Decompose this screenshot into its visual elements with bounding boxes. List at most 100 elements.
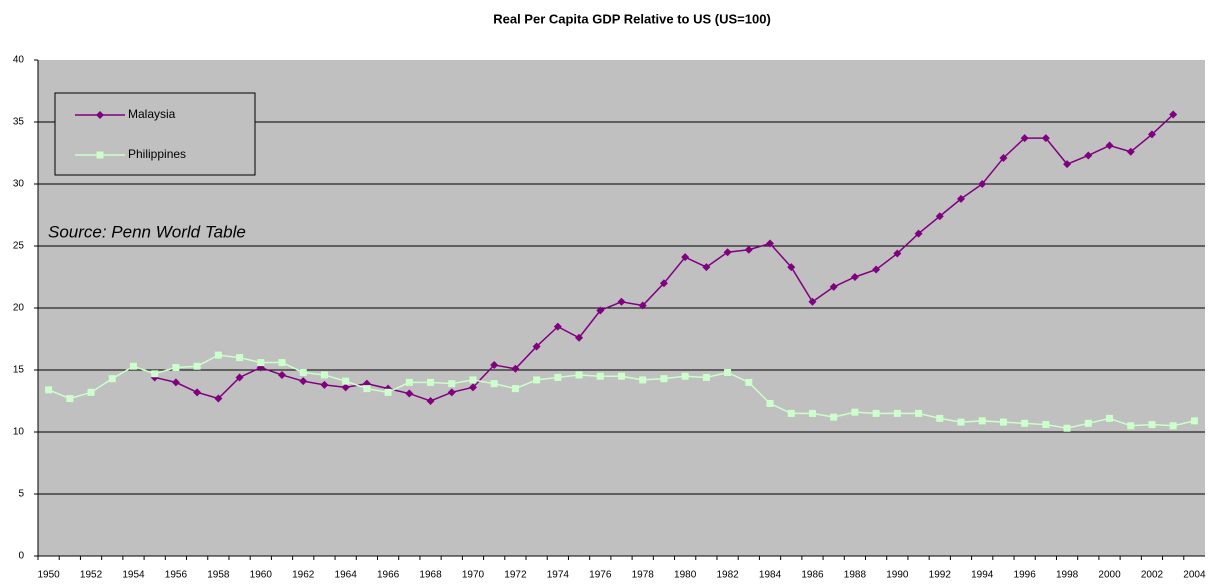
point [320,371,328,379]
point [278,370,287,379]
point [1148,421,1156,429]
point [172,364,180,372]
x-tick-label: 1972 [504,570,527,581]
point [724,368,732,376]
point [830,413,838,421]
x-tick-label: 1978 [632,570,655,581]
point [978,417,986,425]
point [533,376,541,384]
point [193,362,201,370]
legend-marker [96,151,104,159]
point [151,370,159,378]
point [405,389,414,398]
point [702,263,711,272]
legend-label: Philippines [128,147,186,161]
point [702,373,710,381]
x-tick-label: 1954 [122,570,145,581]
point [850,273,859,281]
point [1084,419,1092,427]
y-tick-label: 15 [13,365,25,376]
x-tick-label: 1984 [759,570,782,581]
x-tick-label: 1994 [971,570,994,581]
point [744,245,753,254]
y-tick-label: 40 [13,55,25,66]
x-tick-label: 1976 [589,570,612,581]
y-tick-label: 0 [18,551,24,562]
point [1042,421,1050,429]
point [999,418,1007,426]
point [957,418,965,426]
point [511,364,520,373]
point [490,380,498,388]
point [914,229,923,238]
point [1105,141,1114,150]
x-tick-label: 1982 [716,570,739,581]
legend-box [54,92,256,176]
point [766,399,774,407]
point [893,249,902,258]
x-tick-label: 1996 [1014,570,1037,581]
y-tick-label: 10 [13,427,25,438]
point [999,153,1008,162]
x-tick-label: 1968 [419,570,442,581]
point [681,253,690,262]
x-tick-label: 1950 [37,570,60,581]
point [808,409,816,417]
point [320,380,329,389]
point [1020,134,1029,143]
point [490,361,499,370]
point [936,414,944,422]
point [214,351,222,359]
point [299,377,308,386]
point [299,368,307,376]
point [660,375,668,383]
x-tick-label: 1970 [462,570,485,581]
x-tick-label: 1992 [929,570,952,581]
point [575,371,583,379]
point [1063,424,1071,432]
y-tick-label: 20 [13,303,25,314]
point [1169,422,1177,430]
point [915,409,923,417]
point [1106,414,1114,422]
point [427,378,435,386]
point [384,388,392,396]
point [766,239,775,248]
point [341,383,350,392]
point [638,301,647,310]
point [426,397,435,405]
y-tick-label: 25 [13,241,25,252]
x-tick-label: 2000 [1098,570,1121,581]
point [1190,417,1198,425]
point [596,372,604,380]
annotation: Source: Penn World Table [48,222,246,241]
x-tick-label: 1980 [674,570,697,581]
point [872,409,880,417]
point [617,297,626,306]
point [214,394,223,403]
y-tick-label: 35 [13,117,25,128]
point [553,322,562,331]
point [829,282,838,291]
legend-label: Malaysia [128,107,176,121]
point [1041,134,1050,143]
x-tick-label: 1958 [207,570,230,581]
legend: Malaysia Philippines [54,92,256,176]
point [787,409,795,417]
point [363,385,371,393]
point [659,279,668,288]
point [872,265,881,274]
point [893,409,901,417]
point [278,359,286,367]
x-tick-label: 1990 [886,570,909,581]
point [956,194,965,203]
point [1147,130,1156,139]
y-tick-label: 5 [18,489,24,500]
point [468,383,477,392]
point [235,373,244,382]
x-tick-label: 1952 [80,570,103,581]
point [511,385,519,393]
x-tick-label: 1986 [801,570,824,581]
point [723,248,732,257]
